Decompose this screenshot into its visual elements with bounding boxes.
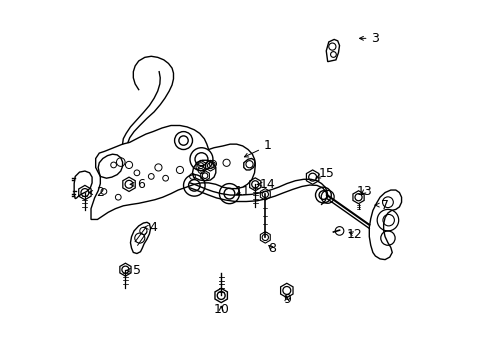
- Text: 3: 3: [359, 32, 379, 45]
- Text: 1: 1: [244, 139, 271, 157]
- Text: 9: 9: [282, 293, 290, 306]
- Text: 8: 8: [268, 242, 276, 255]
- Text: 12: 12: [346, 228, 362, 241]
- Text: 14: 14: [257, 178, 275, 191]
- Text: 6: 6: [130, 178, 145, 191]
- Text: 10: 10: [213, 303, 229, 316]
- Text: 5: 5: [126, 264, 141, 277]
- Text: 7: 7: [374, 199, 388, 212]
- Text: 13: 13: [356, 185, 372, 198]
- Text: 4: 4: [143, 221, 157, 234]
- Text: 15: 15: [315, 167, 333, 180]
- Text: 2: 2: [89, 186, 104, 199]
- Text: 11: 11: [234, 185, 250, 198]
